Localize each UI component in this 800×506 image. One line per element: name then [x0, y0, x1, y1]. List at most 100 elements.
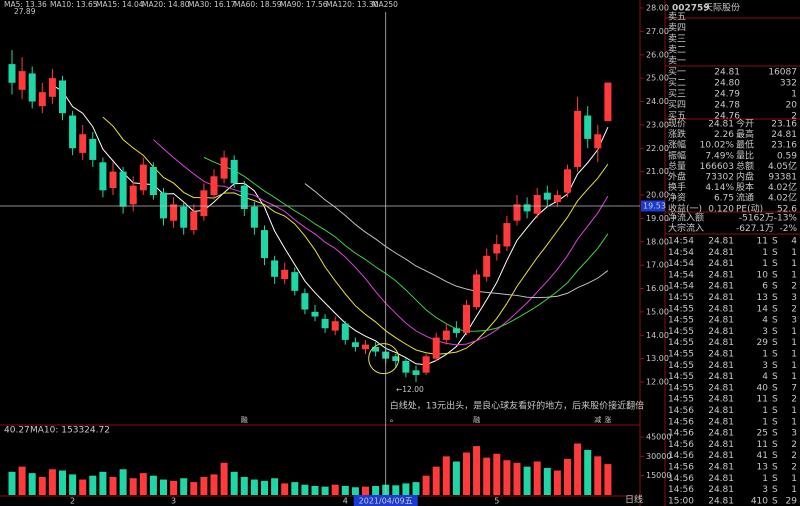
annotation-cont: 。 — [390, 415, 399, 425]
tick-side: S — [772, 474, 778, 484]
candle-body — [109, 171, 117, 188]
event-marker: 涨 — [604, 415, 611, 424]
tick-volume: 11 — [757, 440, 768, 450]
date-box — [353, 495, 418, 506]
volume-bar — [513, 462, 521, 495]
candle-body — [230, 159, 238, 184]
candle-body — [372, 346, 380, 352]
tick-volume: 1 — [762, 417, 768, 427]
stat-value: 166603 — [700, 162, 734, 172]
stat-label: 总额 — [736, 160, 754, 172]
tick-volume: 6 — [762, 282, 768, 292]
highlight-circle — [368, 343, 400, 375]
stat-label: PE(动) — [736, 203, 763, 214]
tick-count: 7 — [791, 383, 797, 393]
stat-label: 现价 — [668, 119, 686, 130]
tick-price: 24.81 — [708, 282, 734, 292]
stat-value: 7.49% — [705, 151, 734, 161]
tick-side: S — [772, 270, 778, 280]
flow-pct: -13% — [774, 214, 798, 224]
stat-value: 93381 — [768, 173, 797, 183]
candle-body — [190, 211, 198, 231]
stat-label: 股本 — [736, 181, 754, 193]
candle-body — [442, 330, 450, 340]
stat-label: 量比 — [736, 149, 754, 161]
event-marker: 融 — [241, 415, 248, 424]
volume-bar — [250, 479, 258, 495]
stat-label: 收益(一) — [668, 202, 702, 214]
candle-body — [48, 78, 56, 97]
tick-count: 2 — [791, 451, 797, 461]
candle-body — [422, 356, 430, 373]
volume-bar — [372, 485, 380, 495]
stat-value: 52.6 — [777, 204, 797, 214]
stat-label: 涨幅 — [668, 139, 686, 151]
volume-bar — [139, 473, 147, 495]
candle-body — [139, 164, 147, 191]
tick-volume: 41 — [757, 451, 768, 461]
tick-side: S — [772, 496, 778, 506]
volume-bar — [99, 471, 107, 495]
volume-bar — [493, 453, 501, 495]
ma-legend: MA5: 13.36 — [4, 0, 47, 9]
bid-price: 24.79 — [714, 90, 740, 100]
tick-time: 15:00 — [668, 496, 694, 506]
volume-bar — [321, 486, 329, 495]
volume-bar — [261, 480, 268, 495]
tick-count: 3 — [791, 316, 797, 326]
tick-volume: 410 — [751, 496, 768, 506]
candle-body — [402, 360, 410, 373]
tick-volume: 1 — [762, 406, 768, 416]
tick-price: 24.81 — [708, 350, 734, 360]
ask-label: 卖一 — [668, 56, 686, 67]
volume-bar — [341, 485, 349, 495]
vol-tick-label: 30000 — [646, 452, 671, 461]
annotation: 白线处，13元出头，是良心球友看好的地方，后来股价接近翻倍 — [390, 400, 644, 412]
volume-bar — [38, 476, 46, 495]
candle-body — [18, 71, 26, 90]
candle-body — [503, 223, 511, 247]
flow-pct: -2% — [779, 224, 797, 234]
candle-body — [69, 115, 77, 149]
stat-label: 换手 — [668, 181, 686, 193]
stat-value: 2.26 — [714, 130, 734, 140]
tick-price: 24.81 — [708, 338, 734, 348]
tick-price: 24.81 — [708, 451, 734, 461]
x-tick-label: 4 — [343, 497, 348, 506]
candle-body — [362, 344, 369, 350]
tick-time: 14:55 — [668, 338, 694, 348]
volume-bar — [533, 461, 541, 495]
stock-code: 002759 — [672, 4, 710, 14]
candle-body — [463, 304, 470, 333]
candle-body — [513, 204, 521, 221]
tick-time: 14:56 — [668, 451, 694, 461]
tick-time: 14:55 — [668, 293, 694, 303]
vol-tick-label: 15000 — [646, 471, 671, 480]
event-marker: 减 — [594, 415, 601, 424]
tick-side: S — [772, 237, 778, 247]
tick-side: S — [772, 372, 778, 382]
candle-body — [8, 64, 16, 83]
ma-legend: MA10: 13.65 — [50, 0, 98, 9]
volume-bar — [271, 478, 279, 495]
stock-name: 天际股份 — [704, 2, 740, 14]
volume-bar — [442, 456, 450, 495]
stat-value: 4.02亿 — [768, 192, 797, 204]
tick-side: S — [772, 451, 778, 461]
bid-price: 24.78 — [714, 101, 740, 111]
y-tick-label: 28.00 — [646, 4, 669, 13]
tick-count: 2 — [791, 440, 797, 450]
tick-volume: 4 — [762, 316, 768, 326]
bid-price: 24.80 — [714, 79, 740, 89]
low-label: ←12.00 — [396, 385, 424, 394]
ma-legend: MA120: 13.30 — [326, 0, 379, 9]
stat-value: 23.16 — [771, 120, 797, 130]
tick-price: 24.81 — [708, 327, 734, 337]
tick-count: 1 — [791, 248, 797, 258]
volume-bar — [28, 473, 36, 495]
stat-value: 24.81 — [771, 130, 797, 140]
volume-bar — [604, 464, 612, 495]
volume-bar — [463, 452, 470, 495]
